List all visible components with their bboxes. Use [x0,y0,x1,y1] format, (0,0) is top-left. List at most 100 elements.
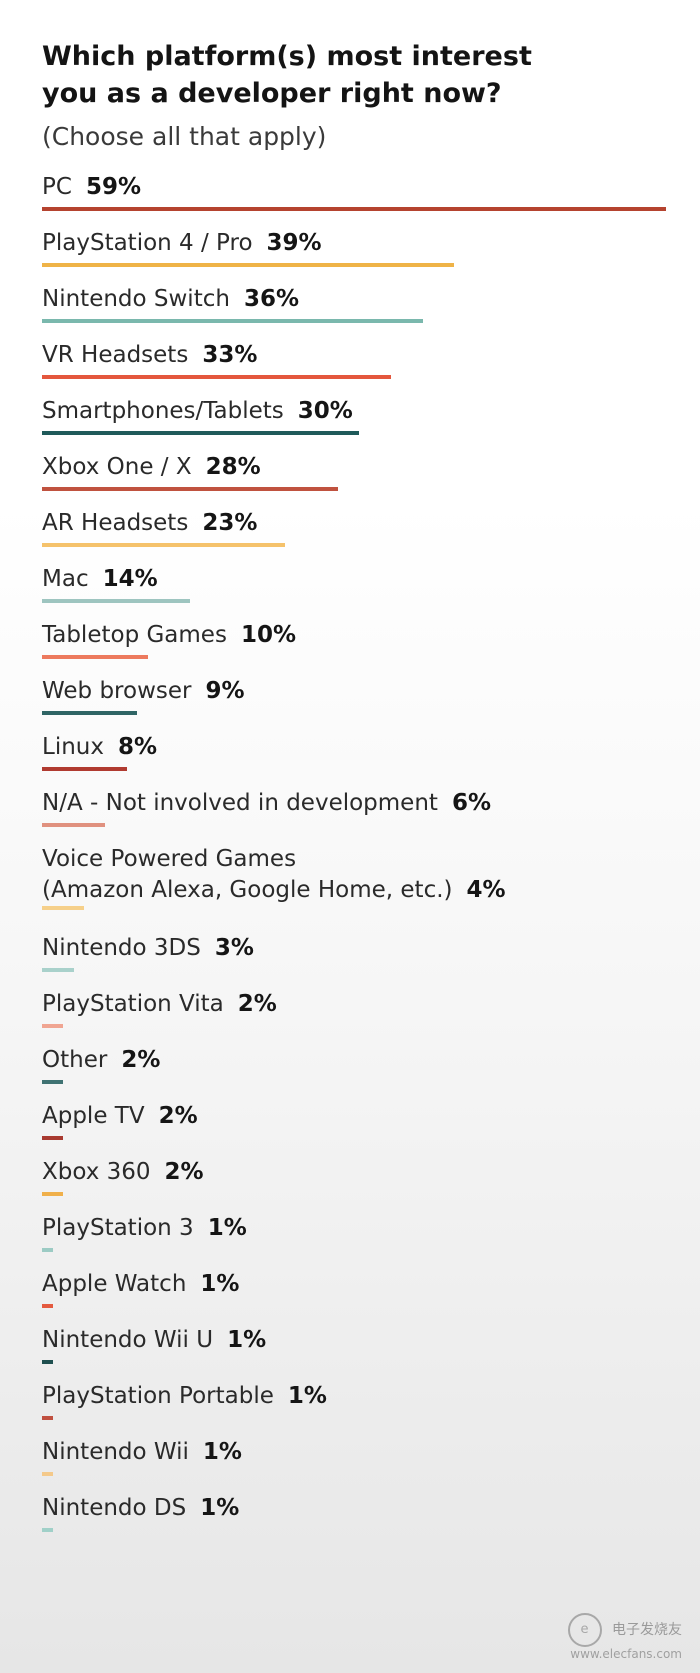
bar [42,655,148,659]
bar [42,543,285,547]
e-logo-icon: e [567,1613,602,1647]
category-label: Nintendo 3DS [42,935,201,961]
category-label: Other [42,1047,108,1073]
category-label: Xbox 360 [42,1159,151,1185]
category-label: Nintendo Wii [42,1439,189,1465]
bar [42,599,190,603]
bar-row: AR Headsets 23% [42,508,682,547]
value-label: 2% [158,1103,198,1129]
bar-row: Nintendo Wii U 1% [42,1325,682,1364]
bar-row: PlayStation 4 / Pro 39% [42,228,682,267]
value-label: 8% [117,734,158,760]
bar-row: Xbox One / X 28% [42,452,682,491]
value-label: 23% [202,510,258,536]
bar [42,263,454,267]
category-label: Apple Watch [42,1271,187,1297]
value-label: 30% [297,398,353,424]
bar-row: Voice Powered Games (Amazon Alexa, Google… [42,844,682,910]
bar [42,1416,53,1420]
bar [42,1248,53,1252]
bar [42,823,105,827]
value-label: 28% [205,454,261,480]
bar-row: Mac 14% [42,564,682,603]
bar-row: Linux 8% [42,732,682,771]
category-label: Voice Powered Games [42,846,297,872]
chart-subtitle: (Choose all that apply) [42,122,327,151]
category-label: Tabletop Games [42,622,227,648]
category-label: Smartphones/Tablets [42,398,284,424]
value-label: 2% [237,991,277,1017]
value-label: 6% [451,790,491,816]
bar [42,767,127,771]
value-label: 59% [85,174,141,200]
category-label-cont: (Amazon Alexa, Google Home, etc.) [42,877,453,903]
bar-row: PlayStation 3 1% [42,1213,682,1252]
bar [42,711,137,715]
chart-title-line-2: you as a developer right now? [42,78,502,109]
category-label: Mac [42,566,89,592]
bar [42,1192,63,1196]
category-label: Xbox One / X [42,454,192,480]
bar [42,1080,63,1084]
category-label: PlayStation Portable [42,1383,274,1409]
value-label: 39% [266,230,322,256]
value-label: 1% [202,1439,242,1465]
category-label: Nintendo Wii U [42,1327,214,1353]
bar-row: Xbox 360 2% [42,1157,682,1196]
category-label: Web browser [42,678,192,704]
bar-row: Nintendo Wii 1% [42,1437,682,1476]
bar [42,1472,53,1476]
value-label: 1% [227,1327,267,1353]
value-label: 10% [240,622,296,648]
bar-row: PlayStation Vita 2% [42,989,682,1028]
bar-row: Apple Watch 1% [42,1269,682,1308]
value-label: 1% [207,1215,247,1241]
bar-row: Nintendo DS 1% [42,1493,682,1532]
category-label: PlayStation Vita [42,991,224,1017]
category-label: N/A - Not involved in development [42,790,438,816]
bar-row: Nintendo 3DS 3% [42,933,682,972]
bar-row: VR Headsets 33% [42,340,682,379]
bar [42,1304,53,1308]
watermark-text: 电子发烧友 [612,1622,682,1638]
category-label: Apple TV [42,1103,145,1129]
chart-title-line-1: Which platform(s) most interest [42,41,532,72]
bar-row: Smartphones/Tablets 30% [42,396,682,435]
bar-row: Other 2% [42,1045,682,1084]
bar [42,1136,63,1140]
bar-row: PC 59% [42,172,682,211]
bar [42,1360,53,1364]
bar [42,319,423,323]
watermark-url: www.elecfans.com [570,1647,682,1661]
bar [42,431,359,435]
bar-row: N/A - Not involved in development 6% [42,788,682,827]
value-label: 1% [200,1271,240,1297]
bar-row: PlayStation Portable 1% [42,1381,682,1420]
category-label: VR Headsets [42,342,189,368]
category-label: AR Headsets [42,510,189,536]
bar [42,1528,53,1532]
category-label: Nintendo Switch [42,286,230,312]
bar-row: Apple TV 2% [42,1101,682,1140]
bar [42,375,391,379]
value-label: 1% [200,1495,240,1521]
bar [42,1024,63,1028]
value-label: 2% [164,1159,204,1185]
value-label: 36% [243,286,300,312]
bar [42,906,84,910]
category-label: PlayStation 3 [42,1215,194,1241]
category-label: PC [42,174,72,200]
value-label: 2% [121,1047,161,1073]
bar [42,968,74,972]
bar-row: Web browser 9% [42,676,682,715]
value-label: 14% [102,566,158,592]
category-label: PlayStation 4 / Pro [42,230,253,256]
category-label: Linux [42,734,104,760]
value-label: 1% [287,1383,327,1409]
watermark: e 电子发烧友 www.elecfans.com [567,1613,682,1661]
bar [42,207,666,211]
value-label: 33% [202,342,258,368]
bar-row: Nintendo Switch 36% [42,284,682,323]
value-label: 3% [214,935,254,961]
